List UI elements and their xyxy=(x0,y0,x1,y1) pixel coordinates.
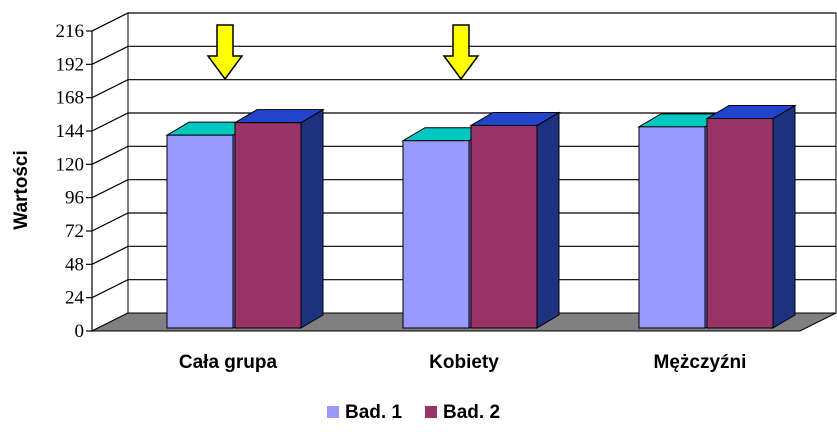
bar-front xyxy=(402,140,470,329)
gridline xyxy=(91,245,836,265)
highlight-arrows xyxy=(206,24,480,81)
gridline xyxy=(91,79,836,99)
y-tick-label: 96 xyxy=(65,188,84,209)
category-label: Cała grupa xyxy=(179,352,278,373)
gridline xyxy=(91,12,836,32)
legend-swatch xyxy=(327,406,339,418)
bar-front xyxy=(470,124,538,329)
legend-label: Bad. 2 xyxy=(443,402,500,423)
y-tick-label: 120 xyxy=(56,154,85,175)
bar xyxy=(705,104,797,329)
y-tick-label: 72 xyxy=(65,221,84,242)
bar-front xyxy=(638,126,706,329)
y-tick-label: 192 xyxy=(56,54,85,75)
category-label: Mężczyźni xyxy=(654,352,747,373)
bar-side xyxy=(772,104,796,329)
bar-front xyxy=(234,122,302,329)
y-tick-label: 216 xyxy=(56,21,85,42)
legend-label: Bad. 1 xyxy=(345,402,402,423)
y-tick-label: 168 xyxy=(56,88,85,109)
legend-swatch xyxy=(425,406,437,418)
side-wall xyxy=(91,12,129,332)
gridline xyxy=(91,279,836,299)
y-tick-label: 48 xyxy=(65,254,84,275)
bar xyxy=(233,108,325,329)
gridline xyxy=(91,45,836,65)
y-axis: 0 24 48 72 96 120 144 168 192 216 xyxy=(56,21,93,342)
bar-side xyxy=(300,108,324,329)
y-axis-title: Wartości xyxy=(11,150,32,230)
gridline xyxy=(91,112,836,132)
y-tick-label: 144 xyxy=(56,121,85,142)
bar-side xyxy=(536,111,560,329)
y-tick-label: 24 xyxy=(65,288,85,309)
down-arrow-icon xyxy=(442,24,480,81)
category-labels: Cała grupa Kobiety Mężczyźni xyxy=(179,352,747,373)
category-label: Kobiety xyxy=(429,352,499,373)
gridline xyxy=(91,212,836,232)
bar-front xyxy=(706,118,774,329)
bar xyxy=(469,111,561,329)
gridlines xyxy=(91,12,836,299)
gridline xyxy=(91,179,836,199)
down-arrow-icon xyxy=(206,24,244,81)
legend: Bad. 1 Bad. 2 xyxy=(327,402,500,423)
y-tick-label: 0 xyxy=(75,321,85,342)
gridline xyxy=(91,145,836,165)
bars xyxy=(165,104,797,329)
bar-front xyxy=(166,134,234,329)
